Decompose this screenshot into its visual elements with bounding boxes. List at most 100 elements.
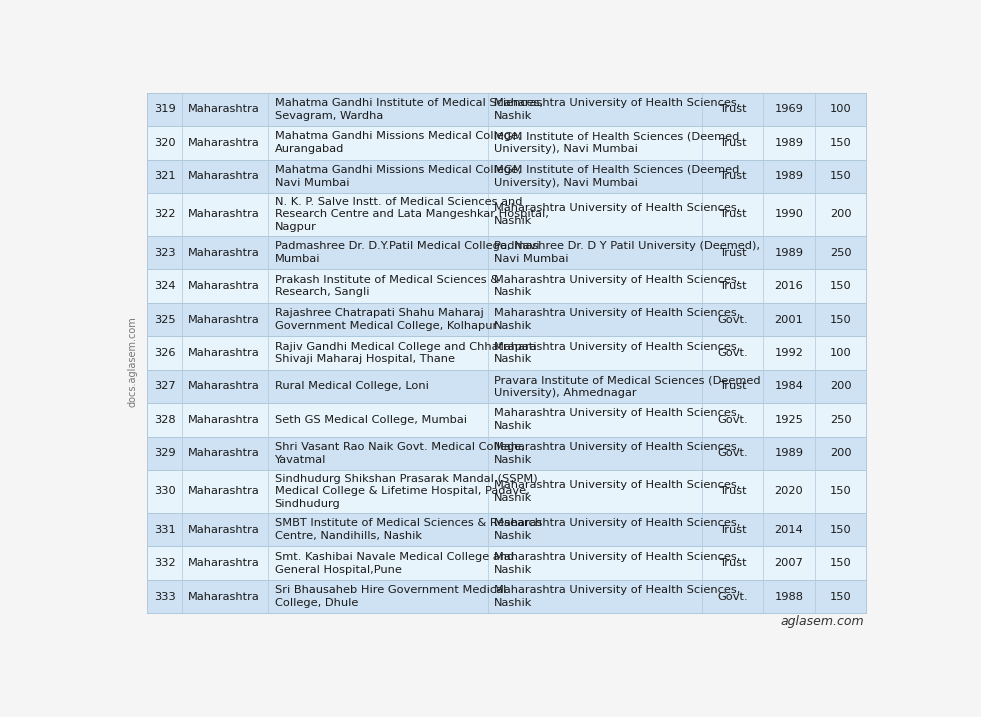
Text: Maharashtra: Maharashtra — [188, 315, 260, 325]
Text: 321: 321 — [154, 171, 176, 181]
Bar — [147, 236, 866, 270]
Text: 150: 150 — [830, 558, 852, 568]
Text: 327: 327 — [154, 381, 176, 391]
Bar — [147, 126, 866, 160]
Text: 320: 320 — [154, 138, 176, 148]
Text: Maharashtra: Maharashtra — [188, 487, 260, 496]
Text: Maharashtra: Maharashtra — [188, 105, 260, 115]
Text: Maharashtra: Maharashtra — [188, 247, 260, 257]
Text: Trust: Trust — [719, 209, 747, 219]
Text: Sri Bhausaheb Hire Government Medical
College, Dhule: Sri Bhausaheb Hire Government Medical Co… — [275, 585, 506, 608]
Text: Maharashtra: Maharashtra — [188, 138, 260, 148]
Text: 328: 328 — [154, 415, 176, 425]
Text: 250: 250 — [830, 415, 852, 425]
Text: Govt.: Govt. — [717, 448, 749, 458]
Text: Shri Vasant Rao Naik Govt. Medical College,
Yavatmal: Shri Vasant Rao Naik Govt. Medical Colle… — [275, 442, 525, 465]
Text: 2016: 2016 — [775, 281, 803, 291]
Text: 1989: 1989 — [775, 247, 803, 257]
Text: Rajiv Gandhi Medical College and Chhatrapati
Shivaji Maharaj Hospital, Thane: Rajiv Gandhi Medical College and Chhatra… — [275, 341, 536, 364]
Text: 333: 333 — [154, 592, 176, 602]
Text: 319: 319 — [154, 105, 176, 115]
Text: 150: 150 — [830, 138, 852, 148]
Bar — [147, 437, 866, 470]
Bar — [147, 336, 866, 370]
Text: Maharashtra: Maharashtra — [188, 592, 260, 602]
Text: 150: 150 — [830, 487, 852, 496]
Text: Maharashtra: Maharashtra — [188, 415, 260, 425]
Bar — [147, 92, 866, 126]
Text: Trust: Trust — [719, 247, 747, 257]
Text: Maharashtra University of Health Sciences,
Nashik: Maharashtra University of Health Science… — [494, 275, 741, 298]
Bar — [147, 270, 866, 303]
Text: Govt.: Govt. — [717, 592, 749, 602]
Text: Padmashree Dr. D Y Patil University (Deemed),
Navi Mumbai: Padmashree Dr. D Y Patil University (Dee… — [494, 241, 760, 264]
Bar — [147, 470, 866, 513]
Text: 150: 150 — [830, 281, 852, 291]
Text: 1989: 1989 — [775, 171, 803, 181]
Text: 2020: 2020 — [775, 487, 803, 496]
Text: Mahatma Gandhi Institute of Medical Sciences,
Sevagram, Wardha: Mahatma Gandhi Institute of Medical Scie… — [275, 98, 542, 120]
Text: 200: 200 — [830, 209, 852, 219]
Text: 100: 100 — [830, 105, 852, 115]
Text: Trust: Trust — [719, 105, 747, 115]
Text: Trust: Trust — [719, 525, 747, 535]
Text: Maharashtra: Maharashtra — [188, 525, 260, 535]
Text: 200: 200 — [830, 448, 852, 458]
Text: 324: 324 — [154, 281, 176, 291]
Text: 322: 322 — [154, 209, 176, 219]
Text: Govt.: Govt. — [717, 415, 749, 425]
Bar — [147, 546, 866, 580]
Text: Mahatma Gandhi Missions Medical College,
Navi Mumbai: Mahatma Gandhi Missions Medical College,… — [275, 165, 521, 188]
Text: Maharashtra University of Health Sciences,
Nashik: Maharashtra University of Health Science… — [494, 442, 741, 465]
Text: Maharashtra University of Health Sciences,
Nashik: Maharashtra University of Health Science… — [494, 518, 741, 541]
Text: MGM Institute of Health Sciences (Deemed
University), Navi Mumbai: MGM Institute of Health Sciences (Deemed… — [494, 165, 740, 188]
Text: 1990: 1990 — [775, 209, 803, 219]
Text: MGM Institute of Health Sciences (Deemed
University), Navi Mumbai: MGM Institute of Health Sciences (Deemed… — [494, 131, 740, 154]
Text: Trust: Trust — [719, 381, 747, 391]
Text: Trust: Trust — [719, 281, 747, 291]
Text: 1989: 1989 — [775, 138, 803, 148]
Text: Maharashtra University of Health Sciences,
Nashik: Maharashtra University of Health Science… — [494, 341, 741, 364]
Text: Seth GS Medical College, Mumbai: Seth GS Medical College, Mumbai — [275, 415, 467, 425]
Bar — [147, 403, 866, 437]
Text: docs.aglasem.com: docs.aglasem.com — [128, 317, 137, 407]
Text: Maharashtra: Maharashtra — [188, 558, 260, 568]
Text: 150: 150 — [830, 171, 852, 181]
Text: Trust: Trust — [719, 138, 747, 148]
Text: Maharashtra: Maharashtra — [188, 209, 260, 219]
Text: N. K. P. Salve Instt. of Medical Sciences and
Research Centre and Lata Mangeshka: N. K. P. Salve Instt. of Medical Science… — [275, 196, 548, 232]
Text: 2001: 2001 — [775, 315, 803, 325]
Text: 200: 200 — [830, 381, 852, 391]
Text: SMBT Institute of Medical Sciences & Research
Centre, Nandihills, Nashik: SMBT Institute of Medical Sciences & Res… — [275, 518, 542, 541]
Text: Trust: Trust — [719, 558, 747, 568]
Text: 1988: 1988 — [775, 592, 803, 602]
Text: Trust: Trust — [719, 487, 747, 496]
Text: Maharashtra University of Health Sciences,
Nashik: Maharashtra University of Health Science… — [494, 98, 741, 120]
Bar — [147, 580, 866, 613]
Text: Padmashree Dr. D.Y.Patil Medical College, Navi
Mumbai: Padmashree Dr. D.Y.Patil Medical College… — [275, 241, 539, 264]
Text: 323: 323 — [154, 247, 176, 257]
Text: 325: 325 — [154, 315, 176, 325]
Text: Smt. Kashibai Navale Medical College and
General Hospital,Pune: Smt. Kashibai Navale Medical College and… — [275, 551, 514, 574]
Text: 1925: 1925 — [775, 415, 803, 425]
Bar — [147, 193, 866, 236]
Text: 1992: 1992 — [775, 348, 803, 358]
Text: Maharashtra University of Health Sciences,
Nashik: Maharashtra University of Health Science… — [494, 308, 741, 331]
Bar — [147, 160, 866, 193]
Text: Rural Medical College, Loni: Rural Medical College, Loni — [275, 381, 429, 391]
Text: Maharashtra: Maharashtra — [188, 281, 260, 291]
Text: Rajashree Chatrapati Shahu Maharaj
Government Medical College, Kolhapur: Rajashree Chatrapati Shahu Maharaj Gover… — [275, 308, 496, 331]
Text: 250: 250 — [830, 247, 852, 257]
Text: Maharashtra: Maharashtra — [188, 448, 260, 458]
Text: Govt.: Govt. — [717, 315, 749, 325]
Text: Maharashtra: Maharashtra — [188, 381, 260, 391]
Bar — [147, 513, 866, 546]
Text: 150: 150 — [830, 315, 852, 325]
Text: 332: 332 — [154, 558, 176, 568]
Text: Maharashtra University of Health Sciences,
Nashik: Maharashtra University of Health Science… — [494, 203, 741, 226]
Text: Prakash Institute of Medical Sciences &
Research, Sangli: Prakash Institute of Medical Sciences & … — [275, 275, 498, 298]
Text: Maharashtra: Maharashtra — [188, 348, 260, 358]
Text: 331: 331 — [154, 525, 176, 535]
Text: 2007: 2007 — [775, 558, 803, 568]
Text: 326: 326 — [154, 348, 176, 358]
